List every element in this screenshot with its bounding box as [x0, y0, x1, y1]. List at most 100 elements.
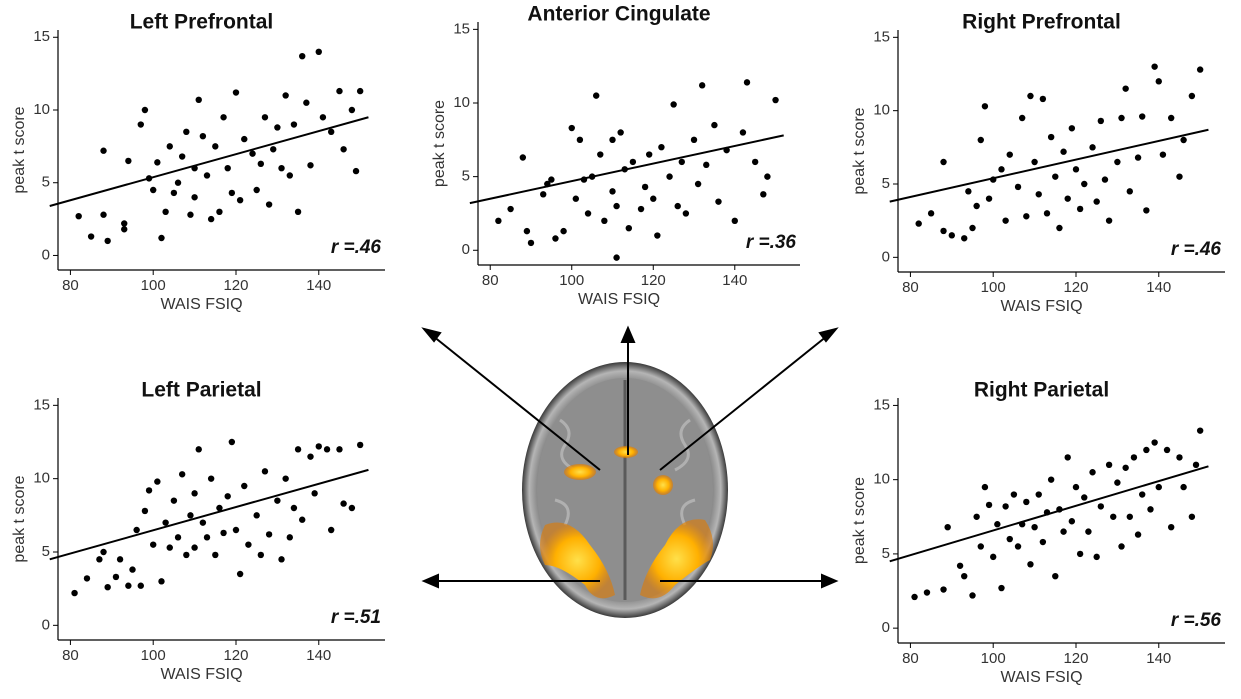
point — [282, 92, 289, 99]
y-tick-label: 5 — [882, 175, 890, 192]
x-tick-label: 100 — [559, 272, 584, 289]
point — [348, 106, 356, 114]
point — [969, 592, 976, 599]
point — [195, 96, 202, 104]
point — [540, 191, 547, 198]
point — [1188, 92, 1196, 100]
point — [187, 211, 194, 218]
point — [923, 589, 931, 596]
point — [1139, 113, 1146, 120]
point — [961, 235, 968, 242]
point — [1006, 151, 1013, 158]
point — [1023, 213, 1030, 220]
point — [1105, 461, 1113, 469]
point — [170, 497, 178, 504]
point — [1014, 543, 1022, 550]
point — [715, 198, 722, 205]
point — [507, 205, 514, 213]
x-tick-label: 140 — [1146, 279, 1171, 296]
y-tick-label: 0 — [882, 248, 890, 265]
point — [1002, 503, 1009, 510]
point — [1085, 528, 1092, 535]
point — [637, 205, 645, 213]
point — [154, 478, 161, 485]
point — [641, 183, 649, 191]
point — [1072, 166, 1080, 173]
point — [1014, 183, 1022, 191]
point — [1134, 531, 1142, 538]
point — [245, 541, 252, 548]
point — [203, 534, 211, 541]
point — [1155, 78, 1162, 85]
point — [336, 446, 343, 453]
point — [220, 114, 227, 121]
point — [743, 79, 751, 86]
point — [1076, 550, 1084, 558]
point — [199, 132, 207, 140]
brain-image — [522, 362, 728, 618]
fit-line — [49, 116, 369, 207]
point — [1196, 427, 1204, 434]
point — [1052, 173, 1059, 180]
chart-title: Left Parietal — [141, 379, 261, 402]
point — [1167, 523, 1175, 531]
point — [207, 215, 215, 223]
point — [1031, 158, 1038, 166]
point — [998, 584, 1005, 592]
point — [940, 586, 947, 593]
point — [731, 217, 738, 225]
point — [336, 87, 343, 95]
point — [1039, 538, 1047, 546]
x-tick-label: 140 — [722, 272, 747, 289]
x-tick-label: 80 — [62, 277, 79, 294]
point — [220, 529, 227, 537]
point — [576, 136, 584, 144]
point — [307, 162, 314, 169]
point — [1180, 483, 1187, 491]
point — [973, 513, 980, 520]
point — [1126, 188, 1133, 195]
point — [170, 189, 178, 197]
point — [1114, 479, 1121, 486]
point — [174, 179, 182, 186]
point — [1126, 513, 1133, 520]
panel: 80 100 120 140 0 5 10 15 Anterior Cingulate WAIS … — [431, 3, 800, 308]
point — [265, 201, 273, 208]
point — [311, 490, 318, 497]
point — [249, 150, 256, 157]
point — [1068, 518, 1076, 525]
x-tick-label: 140 — [306, 647, 331, 664]
x-tick-label: 120 — [1063, 279, 1088, 296]
x-tick-label: 80 — [482, 272, 499, 289]
point — [278, 164, 285, 172]
point — [1081, 180, 1088, 188]
y-axis-label: peak t score — [851, 107, 868, 194]
point — [1097, 117, 1105, 125]
point — [216, 504, 223, 512]
point — [191, 194, 198, 201]
point — [1139, 491, 1146, 498]
point — [352, 167, 360, 175]
point — [236, 570, 244, 578]
point — [568, 124, 575, 132]
point — [327, 128, 335, 136]
point — [584, 210, 592, 217]
point — [678, 158, 685, 166]
point — [940, 158, 947, 166]
point — [125, 157, 132, 165]
panel: 80 100 120 140 0 5 10 15 Right Parietal WAIS FSIQ… — [851, 379, 1225, 686]
x-tick-label: 80 — [62, 647, 79, 664]
point — [294, 446, 302, 453]
point — [212, 143, 219, 150]
point — [1176, 173, 1183, 180]
point — [1097, 503, 1105, 510]
point — [104, 237, 111, 245]
point — [100, 211, 107, 218]
point — [199, 519, 207, 526]
point — [527, 239, 535, 247]
point — [303, 99, 310, 106]
point — [698, 82, 706, 89]
point — [299, 516, 306, 523]
point — [682, 210, 690, 217]
point — [1039, 95, 1047, 103]
